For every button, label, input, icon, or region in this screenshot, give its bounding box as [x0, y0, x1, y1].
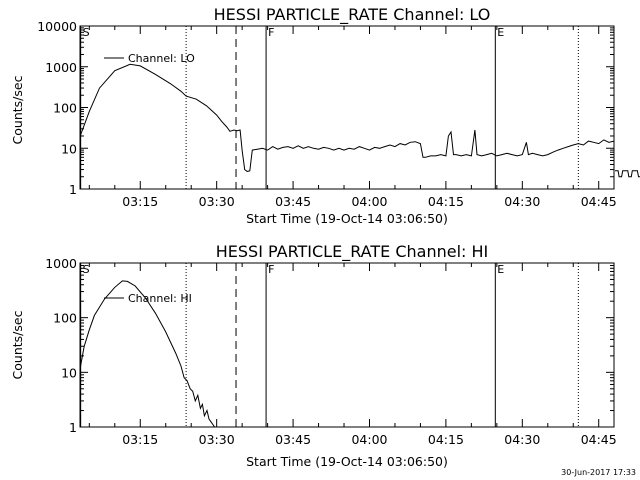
panel-hi: HESSI PARTICLE_RATE Channel: HI Start Ti…	[10, 242, 617, 469]
legend-label: Channel: HI	[128, 292, 192, 305]
x-tick-label: 03:30	[199, 432, 235, 447]
x-tick-label: 03:45	[275, 432, 311, 447]
x-tick-label: 03:30	[199, 194, 235, 209]
y-tick-label: 1000	[45, 60, 77, 75]
marker-label: E	[497, 263, 504, 276]
y-tick-label: 1	[69, 182, 77, 197]
chart-title: HESSI PARTICLE_RATE Channel: LO	[214, 5, 491, 25]
legend-label: Channel: LO	[128, 52, 195, 65]
x-tick-label: 04:15	[428, 432, 464, 447]
marker-label: S	[83, 26, 90, 39]
x-tick-label: 04:00	[351, 194, 387, 209]
timestamp-stamp: 30-Jun-2017 17:33	[561, 468, 636, 477]
y-tick-label: 1	[69, 420, 77, 435]
x-tick-label: 04:30	[504, 194, 540, 209]
chart-title: HESSI PARTICLE_RATE Channel: HI	[216, 242, 489, 262]
x-tick-label: 04:45	[581, 432, 617, 447]
series-line	[79, 280, 216, 428]
series-line	[615, 170, 640, 178]
y-tick-label: 100	[53, 311, 77, 326]
panel-lo: HESSI PARTICLE_RATE Channel: LO Start Ti…	[10, 5, 640, 226]
x-tick-label: 04:00	[351, 432, 387, 447]
y-tick-label: 1000	[45, 256, 77, 271]
marker-label: E	[497, 26, 504, 39]
marker-label: S	[83, 263, 90, 276]
y-axis-label: Counts/sec	[10, 310, 25, 379]
series-line	[79, 63, 615, 172]
y-tick-label: 10	[61, 141, 77, 156]
y-axis-label: Counts/sec	[10, 75, 25, 144]
y-tick-label: 10	[61, 365, 77, 380]
x-tick-label: 03:15	[122, 432, 158, 447]
x-axis-label: Start Time (19-Oct-14 03:06:50)	[246, 454, 448, 469]
y-tick-label: 10000	[37, 19, 77, 34]
x-tick-label: 03:45	[275, 194, 311, 209]
marker-label: F	[268, 263, 274, 276]
x-tick-label: 03:15	[122, 194, 158, 209]
x-tick-label: 04:15	[428, 194, 464, 209]
marker-label: F	[268, 26, 274, 39]
x-tick-label: 04:45	[581, 194, 617, 209]
x-tick-label: 04:30	[504, 432, 540, 447]
plot-frame	[79, 262, 615, 428]
x-axis-label: Start Time (19-Oct-14 03:06:50)	[246, 211, 448, 226]
y-tick-label: 100	[53, 101, 77, 116]
plot-frame	[79, 25, 615, 190]
